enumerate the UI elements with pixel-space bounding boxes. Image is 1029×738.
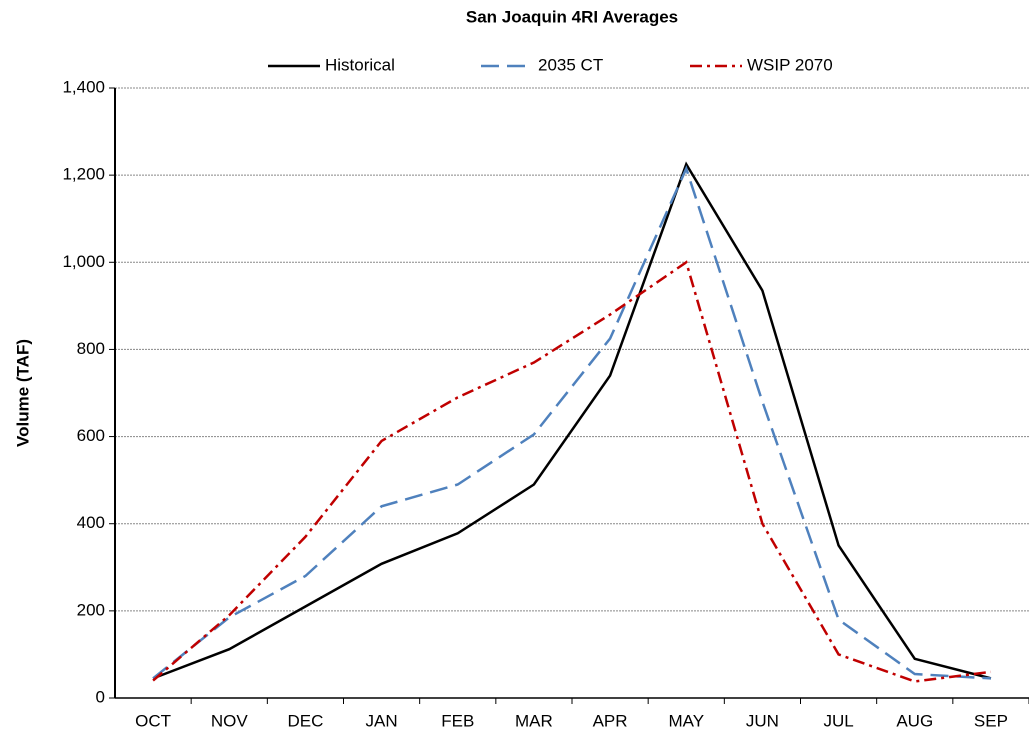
x-tick-label: MAY <box>668 711 704 730</box>
chart-title: San Joaquin 4RI Averages <box>466 7 678 26</box>
y-tick-label: 1,200 <box>62 165 105 184</box>
y-tick-label: 200 <box>77 600 105 619</box>
y-tick-label: 600 <box>77 426 105 445</box>
series-line <box>152 161 992 680</box>
x-tick-label: APR <box>593 711 628 730</box>
legend-label: WSIP 2070 <box>747 55 833 74</box>
x-tick-label: MAR <box>515 711 553 730</box>
x-tick-label: JUN <box>746 711 779 730</box>
legend-label: 2035 CT <box>538 55 603 74</box>
y-tick-label: 1,400 <box>62 77 105 96</box>
x-tick-label: AUG <box>896 711 933 730</box>
x-tick-label: JAN <box>366 711 398 730</box>
x-tick-label: JUL <box>823 711 853 730</box>
y-tick-label: 1,000 <box>62 252 105 271</box>
series-line <box>152 165 991 680</box>
y-tick-label: 0 <box>96 687 105 706</box>
x-tick-label: FEB <box>441 711 474 730</box>
x-tick-label: OCT <box>135 711 171 730</box>
y-tick-label: 400 <box>77 513 105 532</box>
y-tick-label: 800 <box>77 339 105 358</box>
series-line <box>152 260 992 683</box>
x-tick-label: DEC <box>287 711 323 730</box>
legend-label: Historical <box>325 55 395 74</box>
x-tick-label: NOV <box>211 711 249 730</box>
y-axis-label: Volume (TAF) <box>13 339 32 447</box>
x-tick-label: SEP <box>974 711 1008 730</box>
